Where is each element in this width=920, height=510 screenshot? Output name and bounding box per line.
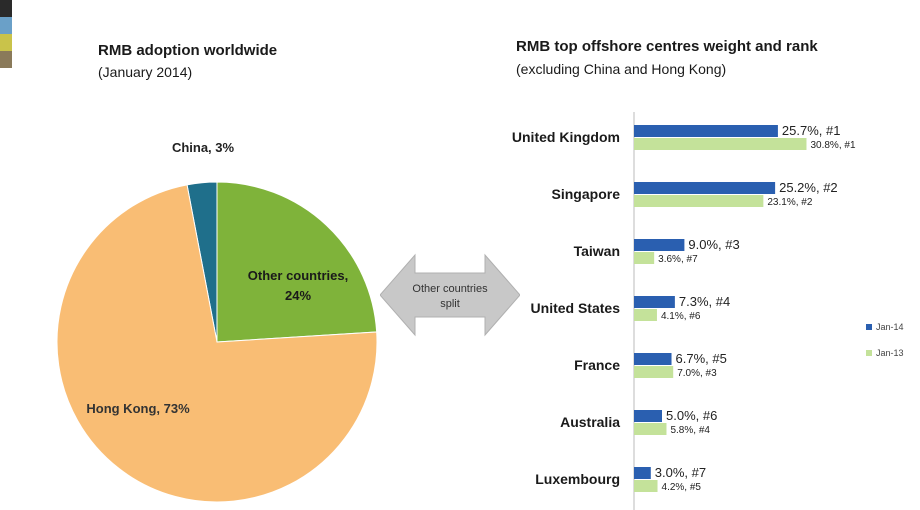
pie-label-other: Other countries, bbox=[248, 268, 348, 283]
data-label-jan-14-luxembourg: 3.0%, #7 bbox=[655, 465, 706, 480]
data-label-jan-14-united-states: 7.3%, #4 bbox=[679, 294, 730, 309]
data-label-jan-13-taiwan: 3.6%, #7 bbox=[658, 254, 698, 265]
data-label-jan-14-australia: 5.0%, #6 bbox=[666, 408, 717, 423]
double-arrow: Other countries split bbox=[380, 253, 520, 337]
pie-label-other-value: 24% bbox=[285, 288, 311, 303]
category-label-australia: Australia bbox=[560, 414, 620, 430]
bar-jan-14-france bbox=[634, 353, 672, 365]
category-label-france: France bbox=[574, 357, 620, 373]
corner-stripe-1 bbox=[0, 0, 12, 17]
legend-item-jan14: Jan-14 bbox=[866, 322, 904, 332]
category-label-luxembourg: Luxembourg bbox=[535, 471, 620, 487]
corner-stripe-4 bbox=[0, 51, 12, 68]
bar-jan-13-taiwan bbox=[634, 252, 655, 264]
category-label-singapore: Singapore bbox=[552, 186, 621, 202]
bar-jan-14-australia bbox=[634, 410, 662, 422]
bar-jan-14-singapore bbox=[634, 182, 776, 194]
pie-label-china: China, 3% bbox=[172, 140, 235, 155]
bar-jan-14-luxembourg bbox=[634, 467, 651, 479]
category-label-united-states: United States bbox=[531, 300, 621, 316]
data-label-jan-14-taiwan: 9.0%, #3 bbox=[688, 237, 739, 252]
data-label-jan-14-singapore: 25.2%, #2 bbox=[779, 180, 838, 195]
bar-jan-13-australia bbox=[634, 423, 667, 435]
bar-title: RMB top offshore centres weight and rank bbox=[516, 38, 818, 55]
corner-logo bbox=[0, 0, 12, 68]
data-label-jan-14-france: 6.7%, #5 bbox=[676, 351, 727, 366]
legend-label-jan13: Jan-13 bbox=[876, 348, 904, 358]
pie-label-hong-kong: Hong Kong, 73% bbox=[86, 401, 190, 416]
bar-jan-14-united-states bbox=[634, 296, 675, 308]
data-label-jan-14-united-kingdom: 25.7%, #1 bbox=[782, 123, 841, 138]
bar-jan-14-united-kingdom bbox=[634, 125, 778, 137]
legend-item-jan13: Jan-13 bbox=[866, 348, 904, 358]
arrow-label-line1: Other countries bbox=[412, 283, 488, 295]
category-label-taiwan: Taiwan bbox=[574, 243, 620, 259]
arrow-label-line2: split bbox=[440, 298, 460, 310]
bar-subtitle: (excluding China and Hong Kong) bbox=[516, 61, 727, 77]
bar-jan-14-taiwan bbox=[634, 239, 685, 251]
legend-swatch-jan14 bbox=[866, 324, 872, 330]
corner-stripe-3 bbox=[0, 34, 12, 51]
data-label-jan-13-france: 7.0%, #3 bbox=[677, 368, 717, 379]
bar-jan-13-luxembourg bbox=[634, 480, 658, 492]
pie-chart: China, 3% Other countries, 24% Hong Kong… bbox=[56, 140, 378, 503]
pie-slice-hong-kong bbox=[56, 184, 378, 503]
bar-jan-13-united-kingdom bbox=[634, 138, 807, 150]
bar-jan-13-united-states bbox=[634, 309, 657, 321]
data-label-jan-13-united-states: 4.1%, #6 bbox=[661, 311, 701, 322]
legend-swatch-jan13 bbox=[866, 350, 872, 356]
pie-title: RMB adoption worldwide bbox=[98, 42, 278, 59]
pie-subtitle: (January 2014) bbox=[98, 64, 193, 80]
corner-stripe-2 bbox=[0, 17, 12, 34]
data-label-jan-13-united-kingdom: 30.8%, #1 bbox=[810, 140, 855, 151]
data-label-jan-13-luxembourg: 4.2%, #5 bbox=[662, 482, 702, 493]
bar-jan-13-singapore bbox=[634, 195, 764, 207]
legend-label-jan14: Jan-14 bbox=[876, 322, 904, 332]
data-label-jan-13-singapore: 23.1%, #2 bbox=[767, 197, 812, 208]
bar-jan-13-france bbox=[634, 366, 674, 378]
data-label-jan-13-australia: 5.8%, #4 bbox=[670, 425, 710, 436]
double-arrow-shape bbox=[380, 253, 520, 337]
pie-slice-other-countries bbox=[216, 181, 378, 343]
category-label-united-kingdom: United Kingdom bbox=[512, 129, 620, 145]
bar-chart: United Kingdom 25.7%, #1 30.8%, #1 Singapor… bbox=[512, 112, 856, 510]
